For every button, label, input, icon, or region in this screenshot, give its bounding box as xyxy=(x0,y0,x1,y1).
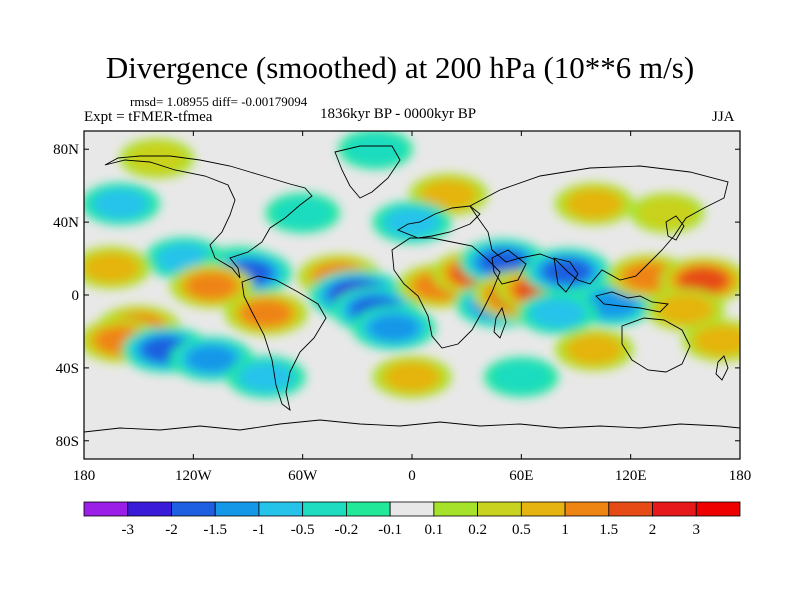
field-blob xyxy=(385,362,439,392)
field-blob xyxy=(567,335,621,365)
colorbar-label: -1 xyxy=(253,522,266,538)
field-blob xyxy=(346,133,406,166)
experiment-label: Expt = tFMER-tfmea xyxy=(84,109,213,125)
field-blob xyxy=(241,299,292,327)
colorbar-label: -3 xyxy=(121,522,134,538)
coastlines xyxy=(84,145,740,433)
field-blob xyxy=(368,314,419,342)
season-label: JJA xyxy=(712,109,735,125)
colorbar-swatch xyxy=(695,501,741,517)
rmsd-diff-stats: rmsd= 1.08955 diff= -0.00179094 xyxy=(130,94,308,109)
colorbar-swatch xyxy=(302,501,347,517)
colorbar-swatch xyxy=(83,501,129,517)
x-tick-label: 60E xyxy=(509,468,533,484)
colorbar-swatch xyxy=(520,501,566,517)
colorbar-label: 3 xyxy=(693,522,701,538)
y-tick-label: 80N xyxy=(53,142,79,158)
colorbar-swatch xyxy=(652,501,697,517)
colorbar-swatch xyxy=(608,501,653,517)
x-tick-label: 180 xyxy=(73,468,96,484)
colorbar-swatch xyxy=(171,501,216,517)
field-blob xyxy=(186,272,237,300)
colorbar-swatch xyxy=(389,501,435,517)
colorbar-label: -0.1 xyxy=(378,522,402,538)
colorbar-label: 1.5 xyxy=(599,522,618,538)
colorbar-swatch xyxy=(214,501,260,517)
field-blob xyxy=(658,295,713,325)
colorbar-swatch xyxy=(433,501,479,517)
colorbar-swatch xyxy=(127,501,172,517)
divergence-field xyxy=(84,131,740,459)
colorbar: -3 -2 -1.5 -1 -0.5 -0.2 -0.1 0.1 0.2 0.5 1 1.5 2 3 xyxy=(83,501,741,538)
field-blob xyxy=(186,345,237,373)
y-tick-label: 80S xyxy=(56,434,79,450)
colorbar-label: -0.2 xyxy=(335,522,359,538)
field-blob xyxy=(567,189,621,219)
chart-title: Divergence (smoothed) at 200 hPa (10**6 … xyxy=(105,50,695,85)
field-blob xyxy=(695,325,740,356)
field-blob xyxy=(385,207,439,237)
x-tick-label: 120E xyxy=(615,468,647,484)
colorbar-label: -2 xyxy=(165,522,178,538)
field-blob xyxy=(531,298,585,328)
y-tick-label: 40N xyxy=(53,215,79,231)
field-blob xyxy=(421,180,476,210)
colorbar-label: 0.1 xyxy=(424,522,443,538)
colorbar-swatch xyxy=(345,501,391,517)
field-blob xyxy=(679,267,728,294)
colorbar-label: 1 xyxy=(561,522,569,538)
field-blob xyxy=(491,360,551,394)
field-blob xyxy=(239,362,293,392)
field-blob xyxy=(84,253,139,283)
x-tick-label: 60W xyxy=(288,468,318,484)
y-tick-label: 40S xyxy=(56,361,79,377)
colorbar-swatch xyxy=(258,501,304,517)
colorbar-label: -0.5 xyxy=(291,522,315,538)
y-tick-label: 0 xyxy=(72,288,80,304)
colorbar-label: 0.5 xyxy=(512,522,531,538)
field-blob xyxy=(273,196,333,230)
x-tick-label: 120W xyxy=(175,468,213,484)
field-blob xyxy=(127,142,187,175)
colorbar-label: -1.5 xyxy=(203,522,227,538)
field-blob xyxy=(637,196,697,230)
colorbar-swatch xyxy=(477,501,522,517)
colorbar-label: 2 xyxy=(649,522,657,538)
colorbar-swatch xyxy=(564,501,610,517)
field-blob xyxy=(93,189,148,219)
x-tick-label: 180 xyxy=(729,468,752,484)
period-label: 1836kyr BP - 0000kyr BP xyxy=(320,106,477,122)
x-tick-label: 0 xyxy=(408,468,416,484)
map-axes: 180 120W 60W 0 60E 120E 180 80N 40N 0 40S 80S xyxy=(53,131,751,484)
colorbar-label: 0.2 xyxy=(468,522,487,538)
